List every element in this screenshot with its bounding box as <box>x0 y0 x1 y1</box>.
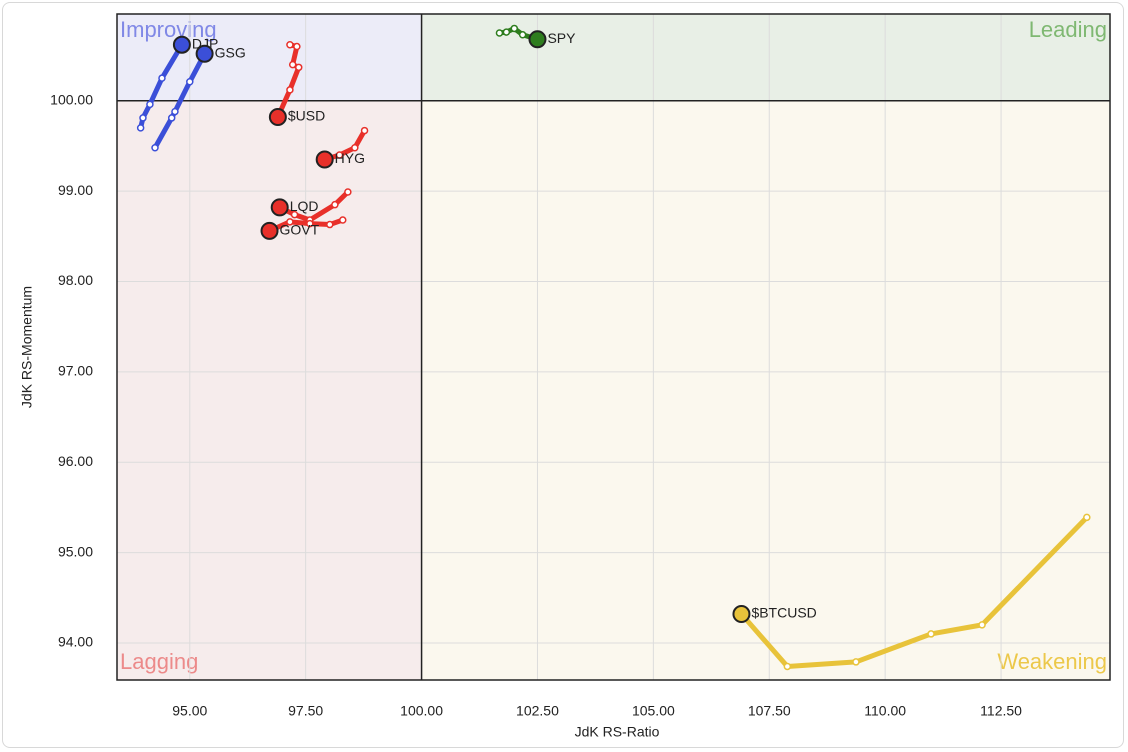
y-tick-label: 100.00 <box>50 91 93 107</box>
y-tick-label: 95.00 <box>58 543 93 559</box>
head-point <box>268 108 287 127</box>
tail-point <box>290 210 299 219</box>
head-point <box>732 605 751 624</box>
tail-point <box>518 31 527 39</box>
x-tick-label: 107.50 <box>748 703 791 719</box>
y-tick-label: 98.00 <box>58 272 93 288</box>
tail-point <box>344 188 352 196</box>
head-point <box>260 221 279 240</box>
quadrant <box>421 100 1110 680</box>
tail-point <box>288 60 297 69</box>
tail-point <box>136 124 145 132</box>
series-label: $BTCUSD <box>751 605 816 621</box>
tail-point <box>139 114 147 122</box>
series-label: GOVT <box>280 222 320 238</box>
tail-point <box>927 630 935 638</box>
quadrant-label: Leading <box>1029 17 1107 42</box>
y-tick-label: 96.00 <box>58 453 93 469</box>
tail-point <box>502 28 511 36</box>
tail-point <box>286 40 294 49</box>
y-tick-label: 97.00 <box>58 363 93 379</box>
head-point <box>195 44 214 63</box>
series-label: GSG <box>215 44 246 60</box>
tail-point <box>326 220 334 229</box>
head-point <box>315 150 334 169</box>
tail-point <box>339 216 347 224</box>
quadrant-label: Weakening <box>997 649 1107 674</box>
tail-point <box>158 74 166 82</box>
series-label: $USD <box>288 108 325 124</box>
quadrant-label: Lagging <box>120 649 198 674</box>
tail-point <box>151 143 159 152</box>
tail-point <box>293 42 301 51</box>
tail-point <box>978 621 986 629</box>
x-tick-label: 97.50 <box>288 703 323 719</box>
quadrant <box>117 14 422 101</box>
tail-point <box>335 151 344 159</box>
tail-point <box>146 100 154 109</box>
tail-point <box>186 78 194 86</box>
tail-point <box>286 86 294 94</box>
tail-point <box>852 658 860 666</box>
head-point <box>172 35 191 54</box>
x-axis-title: JdK RS-Ratio <box>575 724 660 740</box>
x-tick-label: 102.50 <box>516 703 559 719</box>
tail-point <box>783 662 792 671</box>
series-label: LQD <box>290 198 319 214</box>
tail-point <box>510 24 519 33</box>
tail-point <box>171 107 179 116</box>
x-tick-label: 95.00 <box>172 703 207 719</box>
tail-point <box>294 63 303 72</box>
y-tick-label: 94.00 <box>58 634 93 650</box>
series-label: SPY <box>547 30 576 46</box>
tail-point <box>286 218 294 226</box>
quadrant-label: Improving <box>120 17 217 42</box>
head-point <box>270 198 289 217</box>
tail-point <box>495 29 504 37</box>
tail-line <box>738 514 1090 669</box>
tail-point <box>306 219 314 228</box>
tail-point <box>1083 513 1091 522</box>
tail-point <box>331 200 339 209</box>
y-tick-label: 99.00 <box>58 182 93 198</box>
x-tick-label: 100.00 <box>400 703 443 719</box>
y-axis-title: JdK RS-Momentum <box>19 286 35 408</box>
quadrant <box>421 14 1110 101</box>
x-tick-label: 110.00 <box>864 703 906 719</box>
head-point <box>528 30 547 49</box>
series-label: HYG <box>335 150 365 166</box>
x-tick-label: 105.00 <box>632 703 675 719</box>
tail-point <box>351 143 359 152</box>
plot-border <box>116 13 1111 681</box>
tail-point <box>167 114 176 122</box>
tail-point <box>360 126 369 135</box>
x-tick-label: 112.50 <box>980 703 1022 719</box>
quadrant <box>117 100 422 680</box>
